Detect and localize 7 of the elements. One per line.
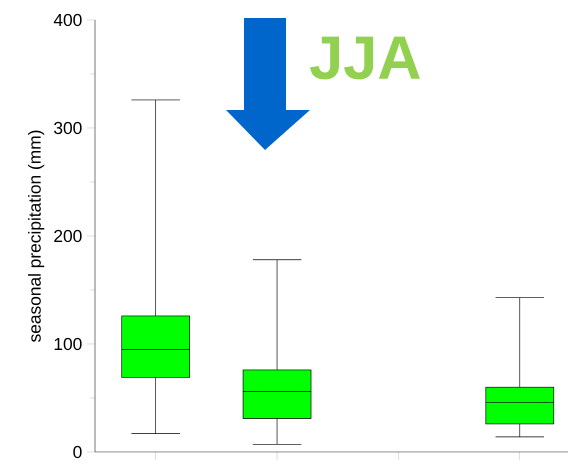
annotation: JJA <box>310 36 420 80</box>
y-axis-title: seasonal precipitation (mm) <box>28 130 44 342</box>
y-tick-label: 200 <box>54 230 82 242</box>
y-tick-label: 400 <box>54 14 82 26</box>
y-tick-label: 100 <box>54 338 82 350</box>
y-tick-label: 300 <box>54 122 82 134</box>
y-tick-label: 0 <box>73 446 82 458</box>
